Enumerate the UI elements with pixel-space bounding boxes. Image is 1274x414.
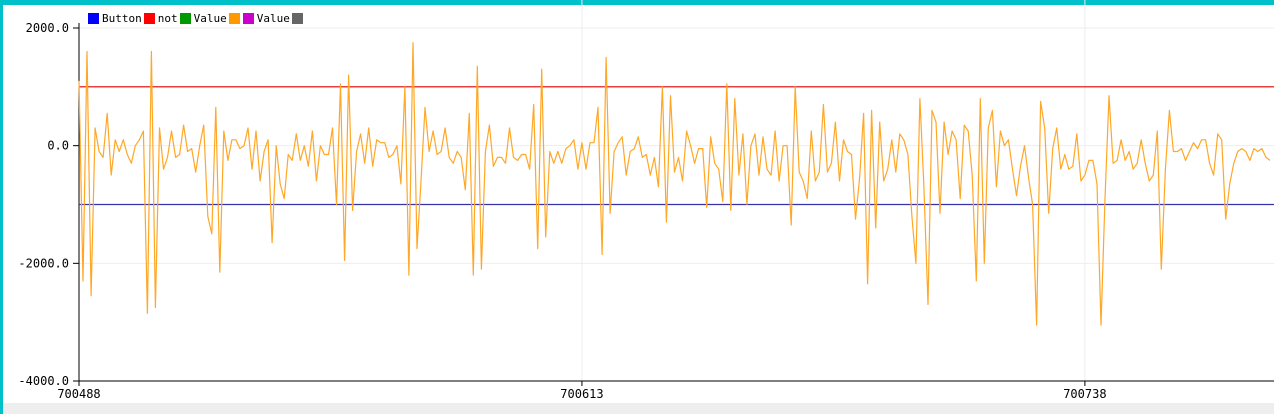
legend-label: Value bbox=[193, 12, 227, 25]
x-tick-label: 700738 bbox=[1063, 387, 1106, 401]
x-tick-label: 700613 bbox=[560, 387, 603, 401]
legend-item: Value bbox=[179, 12, 229, 25]
legend-item: not bbox=[143, 12, 180, 25]
y-tick-label: -2000.0 bbox=[18, 256, 69, 270]
legend-swatch bbox=[242, 13, 254, 24]
y-tick-label: 2000.0 bbox=[26, 21, 69, 35]
legend: Button not Value Value bbox=[88, 12, 306, 25]
grid-lines bbox=[79, 0, 1274, 381]
window-top-border bbox=[0, 0, 1274, 5]
legend-swatch bbox=[228, 13, 240, 24]
legend-item: Button bbox=[88, 12, 144, 25]
window-left-border bbox=[0, 0, 3, 414]
legend-swatch bbox=[143, 13, 155, 24]
legend-swatch bbox=[291, 13, 303, 24]
y-tick-label: 0.0 bbox=[47, 139, 69, 153]
x-tick-label: 700488 bbox=[57, 387, 100, 401]
legend-item: Value bbox=[242, 12, 292, 25]
legend-label: Value bbox=[256, 12, 290, 25]
series-line-signal bbox=[78, 42, 1271, 326]
series-lines bbox=[78, 42, 1274, 326]
legend-label: not bbox=[157, 12, 178, 25]
legend-swatch bbox=[88, 13, 99, 24]
bottom-toolbar-strip bbox=[3, 403, 1274, 414]
legend-item bbox=[228, 13, 243, 24]
y-tick-label: -4000.0 bbox=[18, 374, 69, 388]
legend-swatch bbox=[179, 13, 191, 24]
legend-item bbox=[291, 13, 306, 24]
legend-label: Button bbox=[102, 12, 142, 25]
